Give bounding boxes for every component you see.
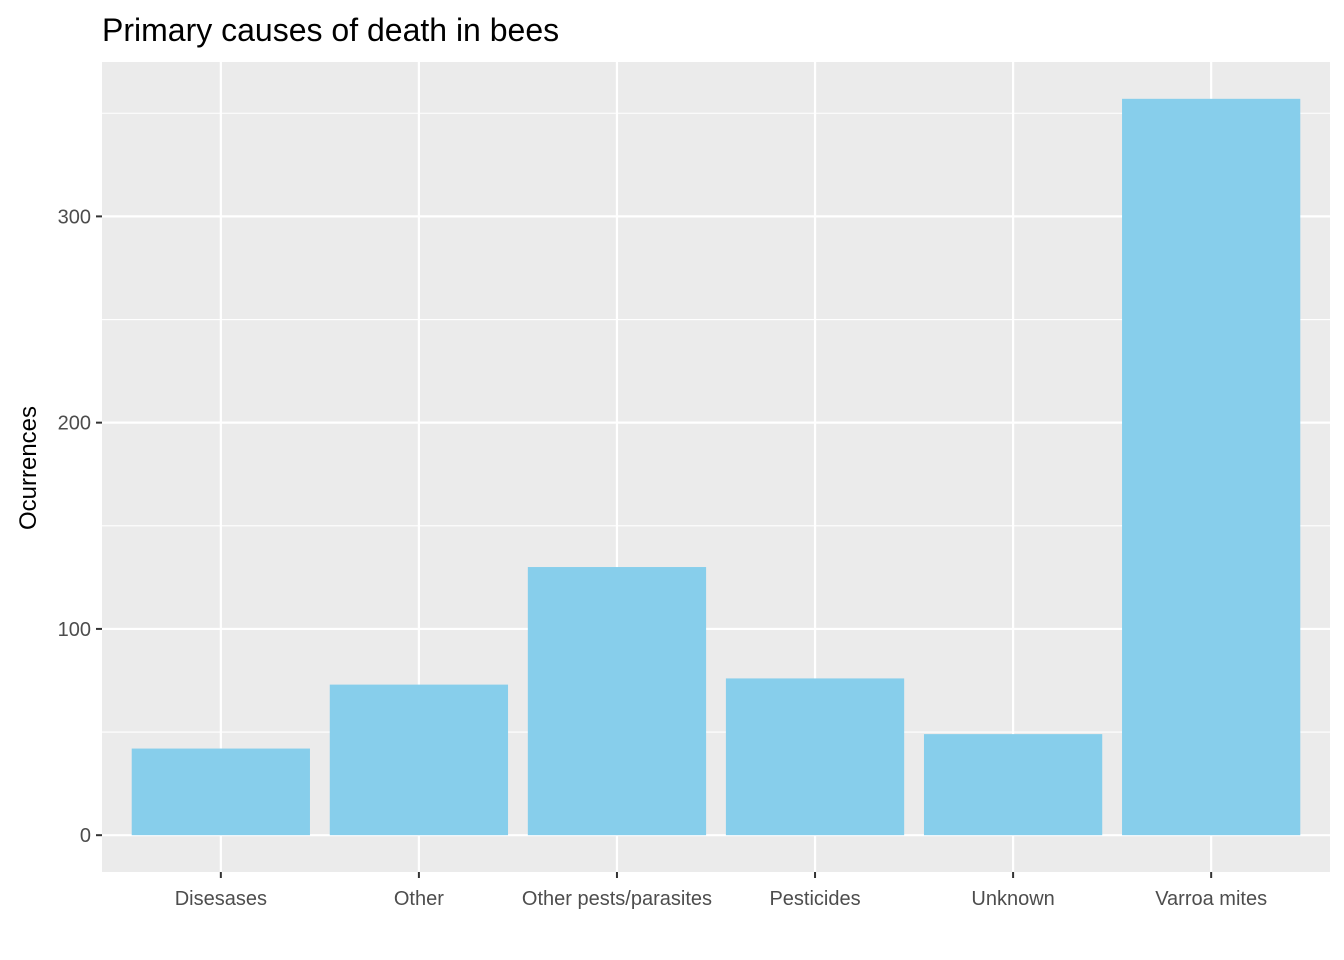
y-tick-label: 300: [58, 206, 91, 228]
x-tick-label: Other pests/parasites: [522, 888, 712, 910]
y-tick-label: 100: [58, 619, 91, 641]
bar: [923, 734, 1103, 836]
bar: [131, 748, 310, 836]
x-tick-label: Other: [394, 888, 444, 910]
bar: [527, 567, 707, 836]
bar: [1122, 98, 1301, 836]
x-tick-label: Disesases: [175, 888, 267, 910]
x-tick-label: Varroa mites: [1155, 888, 1267, 910]
y-tick-label: 0: [80, 825, 91, 847]
y-axis-title: Ocurrences: [15, 406, 42, 530]
x-tick-label: Pesticides: [769, 888, 860, 910]
bars: [131, 98, 1301, 836]
x-tick-label: Unknown: [971, 888, 1054, 910]
bar: [725, 678, 905, 836]
x-axis: Disesases Other Other pests/parasites Pesti…: [175, 872, 1267, 910]
y-axis: 0 100 200 300: [58, 206, 102, 847]
y-tick-label: 200: [58, 413, 91, 435]
chart-title: Primary causes of death in bees: [102, 12, 559, 48]
bar: [329, 684, 509, 836]
